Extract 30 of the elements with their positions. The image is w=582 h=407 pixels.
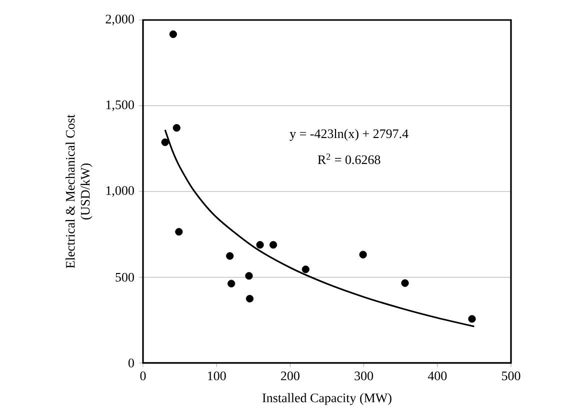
point — [359, 250, 367, 258]
x-tick-label: 200 — [281, 372, 300, 380]
point — [246, 294, 254, 302]
point — [256, 241, 264, 249]
point — [401, 279, 409, 287]
annotation: R$^{2}$ = 0.6268 — [318, 154, 380, 164]
point — [172, 124, 180, 132]
point — [175, 228, 183, 236]
point — [269, 241, 278, 249]
y-tick-label: 0 — [128, 358, 134, 368]
point — [228, 280, 236, 288]
y-axis-title: Electrical & Mechanical Cost (USD/kW) — [66, 114, 92, 268]
point — [302, 266, 310, 274]
x-tick-label: 500 — [502, 372, 520, 380]
point — [161, 138, 169, 146]
x-tick-label: 100 — [208, 372, 226, 380]
line-series — [164, 129, 475, 328]
point — [169, 30, 177, 38]
point — [468, 315, 476, 323]
annotation: y = -423ln(x) + 2797.4 — [290, 128, 408, 141]
x-tick-label: 400 — [428, 372, 447, 380]
x-tick-label: 0 — [140, 372, 146, 380]
y-tick-label: 2,000 — [106, 14, 134, 26]
point — [245, 272, 253, 280]
y-tick-label: 1,500 — [106, 100, 134, 112]
y-tick-label: 500 — [116, 272, 134, 282]
y-tick-label: 1,000 — [106, 186, 134, 197]
x-axis-title: Installed Capacity (MW) — [262, 393, 392, 405]
point — [226, 252, 234, 260]
x-tick-label: 300 — [354, 372, 374, 380]
